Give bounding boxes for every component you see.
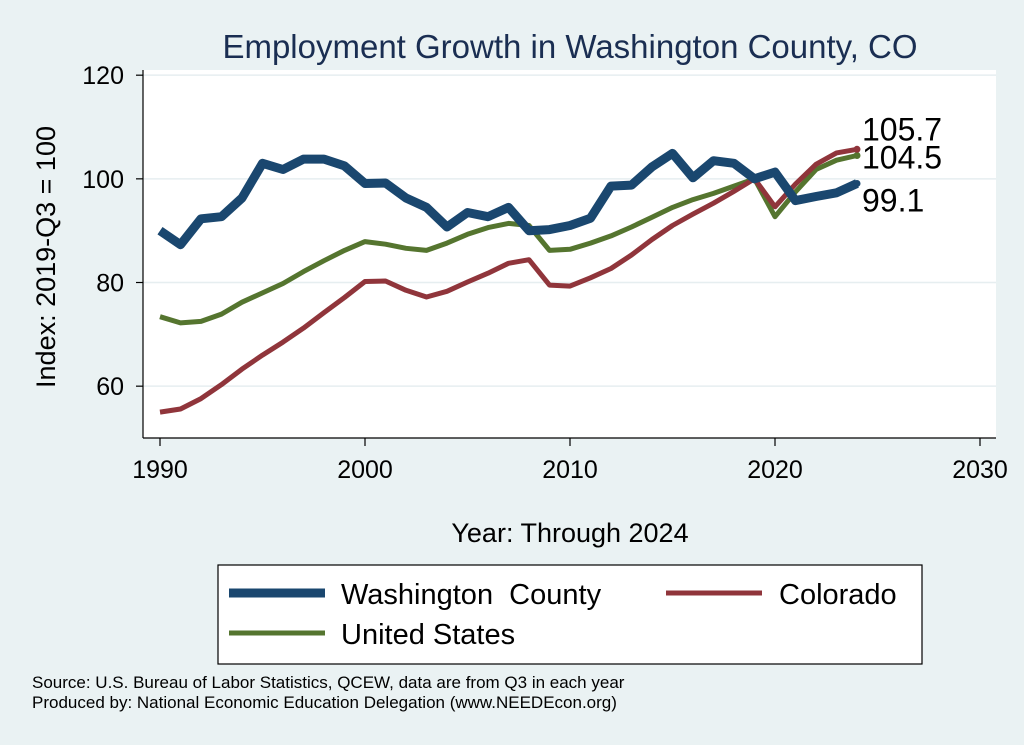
produced-by-line: Produced by: National Economic Education… — [32, 693, 617, 712]
series-end-point-washington-county — [853, 180, 861, 188]
end-label-colorado: 105.7 — [862, 111, 942, 147]
series-end-point-united-states — [853, 152, 861, 160]
end-label-united-states: 104.5 — [862, 140, 942, 176]
series-line-washington-county — [157, 148, 859, 250]
y-tick-label-60: 60 — [96, 373, 124, 401]
source-line: Source: U.S. Bureau of Labor Statistics,… — [32, 673, 625, 692]
series-line-colorado — [159, 146, 858, 415]
y-axis-title: Index: 2019-Q3 = 100 — [31, 126, 61, 388]
x-tick-label-2030: 2030 — [952, 456, 1008, 484]
series-line-united-states — [159, 153, 858, 326]
legend-label-united-states: United States — [341, 619, 515, 651]
chart-title: Employment Growth in Washington County, … — [222, 28, 917, 65]
y-tick-label-120: 120 — [82, 62, 124, 90]
x-tick-label-2010: 2010 — [542, 456, 598, 484]
plot-area — [143, 70, 996, 438]
x-axis-title: Year: Through 2024 — [451, 518, 688, 548]
end-label-washington-county: 99.1 — [862, 183, 924, 219]
x-tick-label-2020: 2020 — [747, 456, 803, 484]
legend-label-washington-county: Washington County — [341, 579, 602, 611]
legend-label-colorado: Colorado — [779, 579, 897, 611]
x-tick-label-2000: 2000 — [337, 456, 393, 484]
legend-box — [217, 564, 923, 665]
series-lines — [157, 145, 861, 415]
y-axis: 60 80 100 120 — [82, 62, 143, 401]
x-tick-label-1990: 1990 — [132, 456, 188, 484]
y-tick-label-100: 100 — [82, 166, 124, 194]
x-axis: 1990 2000 2010 2020 2030 — [132, 438, 1008, 484]
legend: Washington County Colorado United States — [217, 564, 923, 665]
y-tick-label-80: 80 — [96, 270, 124, 298]
series-end-point-colorado — [853, 145, 861, 153]
